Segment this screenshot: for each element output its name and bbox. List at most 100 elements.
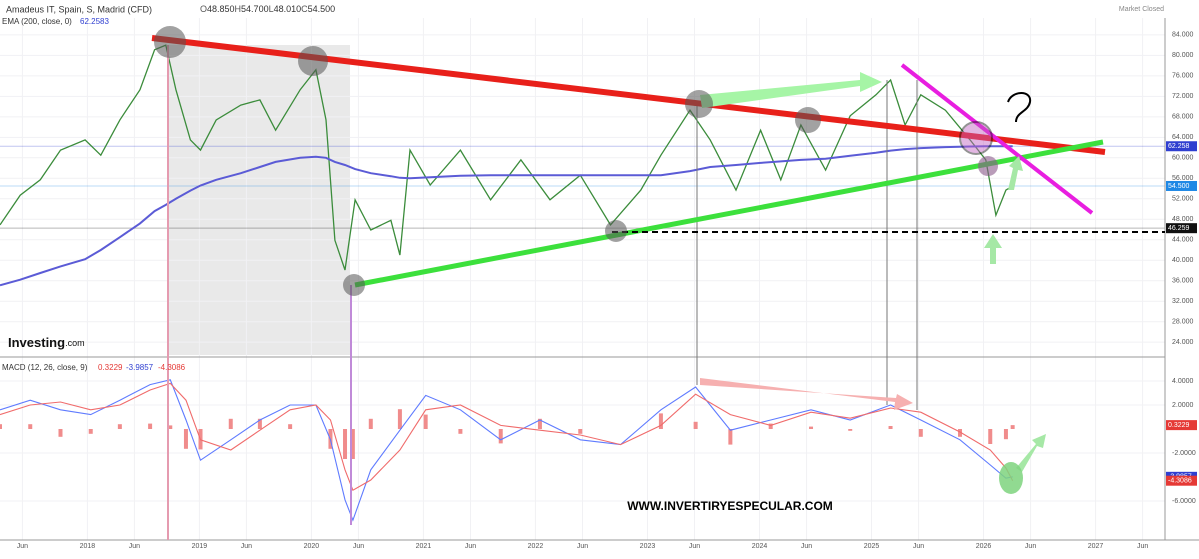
y-tick-label: 64.000 bbox=[1172, 134, 1194, 141]
y-tick-label: 68.000 bbox=[1172, 114, 1194, 121]
histogram-bar bbox=[117, 424, 122, 429]
quote-key: H bbox=[235, 4, 242, 14]
x-tick-label: 2021 bbox=[416, 543, 432, 550]
y-tick-label: 2.0000 bbox=[1172, 402, 1194, 409]
arrow bbox=[984, 234, 1002, 264]
histogram-bar bbox=[1003, 429, 1008, 440]
histogram-bar bbox=[257, 418, 262, 429]
x-tick-label: 2019 bbox=[192, 543, 208, 550]
question-mark bbox=[1007, 92, 1032, 123]
price-label-box bbox=[1166, 223, 1197, 234]
histogram-bar bbox=[0, 424, 2, 429]
histogram-bar bbox=[918, 429, 923, 437]
trend-line bbox=[900, 63, 1094, 215]
y-tick-label: 4.0000 bbox=[1172, 378, 1194, 385]
x-tick-label: Jun bbox=[801, 543, 812, 550]
highlight bbox=[298, 46, 328, 76]
indicator-value: -4.3086 bbox=[158, 363, 186, 372]
arrow bbox=[1008, 156, 1023, 190]
histogram-bar bbox=[343, 429, 348, 459]
quote-key: O bbox=[200, 4, 207, 14]
x-tick-label: Jun bbox=[17, 543, 28, 550]
y-tick-label: 36.000 bbox=[1172, 278, 1194, 285]
annotations bbox=[151, 26, 1165, 540]
histogram-bar bbox=[498, 429, 503, 444]
series-line bbox=[0, 379, 1013, 522]
x-tick-label: Jun bbox=[913, 543, 924, 550]
indicator-value: -3.9857 bbox=[126, 363, 154, 372]
labels: Amadeus IT, Spain, S, Madrid (CFD) EMA (… bbox=[2, 4, 1197, 550]
x-tick-label: 2022 bbox=[528, 543, 544, 550]
y-tick-label: 60.000 bbox=[1172, 155, 1194, 162]
price-label-box bbox=[1166, 420, 1197, 431]
histogram-bar bbox=[28, 424, 33, 429]
x-tick-label: 2024 bbox=[752, 543, 768, 550]
x-tick-label: Jun bbox=[689, 543, 700, 550]
y-tick-label: 28.000 bbox=[1172, 319, 1194, 326]
price-label: 62.258 bbox=[1168, 143, 1190, 150]
x-tick-label: Jun bbox=[465, 543, 476, 550]
x-tick-label: 2018 bbox=[80, 543, 96, 550]
price-label-box bbox=[1166, 180, 1197, 191]
price-label-box bbox=[1166, 475, 1197, 486]
series-line bbox=[0, 382, 1014, 491]
logo-suffix: .com bbox=[65, 338, 85, 348]
histogram-bar bbox=[350, 429, 355, 459]
quote-key: C bbox=[301, 4, 308, 14]
y-tick-label: 76.000 bbox=[1172, 73, 1194, 80]
price-label: 54.500 bbox=[1168, 183, 1190, 190]
logo: Investing.com bbox=[8, 335, 85, 350]
histogram-bar bbox=[228, 418, 233, 429]
histogram-bar bbox=[368, 418, 373, 429]
indicator-name: EMA (200, close, 0) bbox=[2, 17, 72, 26]
indicator-value: 62.2583 bbox=[80, 17, 109, 26]
arrow bbox=[700, 378, 913, 410]
histogram-bar bbox=[848, 429, 853, 431]
watermark: WWW.INVERTIRYESPECULAR.COM bbox=[627, 499, 833, 513]
histogram-bar bbox=[728, 429, 733, 445]
histogram-bar bbox=[1010, 425, 1015, 429]
y-tick-label: 24.000 bbox=[1172, 339, 1194, 346]
quote-value: 48.850 bbox=[207, 4, 235, 14]
histogram-bar bbox=[693, 421, 698, 429]
y-tick-label: 80.000 bbox=[1172, 52, 1194, 59]
price-label-box bbox=[1166, 141, 1197, 152]
highlight bbox=[685, 90, 713, 118]
histogram-bar bbox=[768, 423, 773, 429]
highlight bbox=[795, 107, 821, 133]
histogram-bar bbox=[537, 418, 542, 429]
histogram-bar bbox=[288, 424, 293, 429]
y-tick-label: 84.000 bbox=[1172, 32, 1194, 39]
y-tick-label: 52.000 bbox=[1172, 196, 1194, 203]
histogram-bar bbox=[58, 429, 63, 437]
histogram-bar bbox=[958, 429, 963, 437]
x-tick-label: Jun bbox=[1137, 543, 1148, 550]
x-tick-label: 2020 bbox=[304, 543, 320, 550]
highlight bbox=[999, 462, 1023, 494]
indicator-name: MACD (12, 26, close, 9) bbox=[2, 363, 88, 372]
price-label: 46.259 bbox=[1168, 225, 1190, 232]
logo-text: Investing bbox=[8, 335, 65, 350]
histogram-bar bbox=[397, 409, 402, 429]
market-status: Market Closed bbox=[1119, 6, 1164, 13]
x-tick-label: 2025 bbox=[864, 543, 880, 550]
highlight bbox=[343, 274, 365, 296]
arrow bbox=[1016, 434, 1046, 472]
quote-value: 54.700 bbox=[241, 4, 269, 14]
histogram-bar bbox=[183, 429, 188, 449]
arrow bbox=[700, 72, 882, 108]
y-tick-label: 48.000 bbox=[1172, 216, 1194, 223]
quote: O48.850H54.700L48.010C54.500 bbox=[200, 4, 335, 14]
y-tick-label: 44.000 bbox=[1172, 237, 1194, 244]
quote-value: 48.010 bbox=[274, 4, 302, 14]
price-label: 0.3229 bbox=[1168, 422, 1190, 429]
quote-key: L bbox=[269, 4, 274, 14]
x-tick-label: Jun bbox=[577, 543, 588, 550]
highlight bbox=[605, 220, 627, 242]
chart-title: Amadeus IT, Spain, S, Madrid (CFD) bbox=[6, 4, 152, 14]
grid bbox=[0, 18, 1165, 540]
x-tick-label: Jun bbox=[241, 543, 252, 550]
histogram-bar bbox=[988, 429, 993, 444]
